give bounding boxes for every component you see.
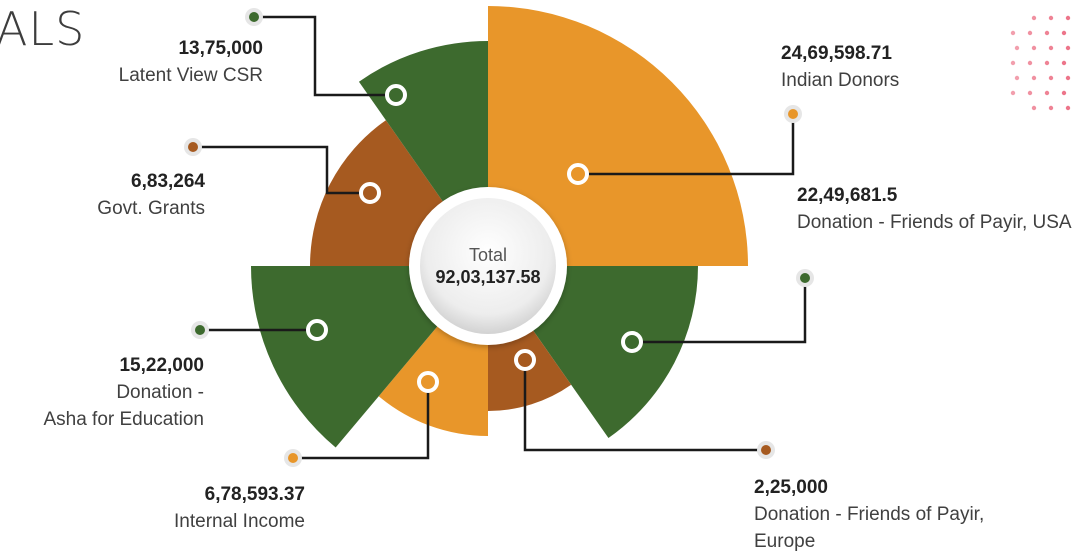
decorative-dot	[1010, 60, 1016, 66]
decorative-dot	[1027, 90, 1033, 96]
slice-value: 6,78,593.37	[204, 484, 305, 505]
decorative-dot	[1044, 60, 1050, 66]
decorative-dot	[1044, 30, 1050, 36]
slice-marker-ring	[621, 331, 643, 353]
slice-label: 15,22,000 Donation - Asha for Education	[4, 352, 204, 433]
label-dot	[195, 325, 205, 335]
slice-name: Donation - Friends of Payir, Europe	[754, 504, 985, 552]
slice-label: 6,78,593.37 Internal Income	[100, 481, 305, 535]
slice-name: Donation - Asha for Education	[43, 382, 204, 430]
leader-line	[254, 15, 396, 97]
decorative-dot	[1010, 30, 1016, 36]
decorative-dot	[1027, 60, 1033, 66]
slice-value: 13,75,000	[178, 38, 263, 59]
label-dot	[288, 453, 298, 463]
slice-label: 13,75,000 Latent View CSR	[60, 35, 263, 89]
decorative-dot	[1065, 75, 1071, 81]
decorative-dot	[1065, 45, 1071, 51]
label-dot	[761, 445, 771, 455]
label-dot	[800, 273, 810, 283]
slice-label: 24,69,598.71 Indian Donors	[781, 40, 899, 94]
leader-line	[293, 382, 430, 460]
center-label: Total	[469, 245, 507, 265]
decorative-dot	[1027, 30, 1033, 36]
label-dot	[249, 12, 259, 22]
slice-value: 22,49,681.5	[797, 185, 898, 206]
decorative-dot	[1048, 105, 1054, 111]
pie-slice	[488, 6, 748, 266]
decorative-dot	[1061, 90, 1067, 96]
decorative-dot	[1048, 15, 1054, 21]
decorative-dot	[1014, 45, 1020, 51]
decorative-dot	[1061, 60, 1067, 66]
decorative-dot	[1048, 75, 1054, 81]
decorative-dot	[1010, 90, 1016, 96]
label-dot	[788, 109, 798, 119]
leader-line	[578, 114, 795, 176]
decorative-dot	[1044, 90, 1050, 96]
page-heading: ALS	[0, 2, 86, 56]
decorative-dot	[1048, 45, 1054, 51]
decorative-dot	[1065, 105, 1071, 111]
leader-line	[193, 145, 370, 195]
decorative-dot	[1061, 30, 1067, 36]
leader-line	[523, 360, 766, 452]
decorative-dot	[1065, 15, 1071, 21]
decorative-dot	[1031, 75, 1037, 81]
decorative-dot	[1014, 75, 1020, 81]
slice-marker-ring	[567, 163, 589, 185]
decorative-dot	[1031, 15, 1037, 21]
slice-value: 24,69,598.71	[781, 43, 892, 64]
slice-value: 6,83,264	[131, 171, 205, 192]
label-dot	[188, 142, 198, 152]
slice-label: 2,25,000 Donation - Friends of Payir, Eu…	[754, 474, 1039, 555]
slice-name: Latent View CSR	[118, 65, 263, 86]
slice-marker-ring	[359, 182, 381, 204]
slice-name: Internal Income	[174, 511, 305, 532]
slice-value: 2,25,000	[754, 477, 828, 498]
leader-line	[632, 278, 807, 344]
decorative-dot	[1031, 45, 1037, 51]
slice-value: 15,22,000	[119, 355, 204, 376]
slice-marker-ring	[385, 84, 407, 106]
center-total: 92,03,137.58	[435, 267, 540, 287]
decorative-dots	[1010, 15, 1071, 111]
slice-marker-ring	[306, 319, 328, 341]
slice-name: Donation - Friends of Payir, USA	[797, 212, 1072, 233]
slice-label: 6,83,264 Govt. Grants	[40, 168, 205, 222]
slice-name: Indian Donors	[781, 70, 900, 91]
center-disc	[420, 198, 556, 334]
decorative-dot	[1031, 105, 1037, 111]
slice-name: Govt. Grants	[97, 198, 205, 219]
slice-label: 22,49,681.5 Donation - Friends of Payir,…	[797, 182, 1082, 236]
slice-marker-ring	[417, 371, 439, 393]
slice-marker-ring	[514, 349, 536, 371]
